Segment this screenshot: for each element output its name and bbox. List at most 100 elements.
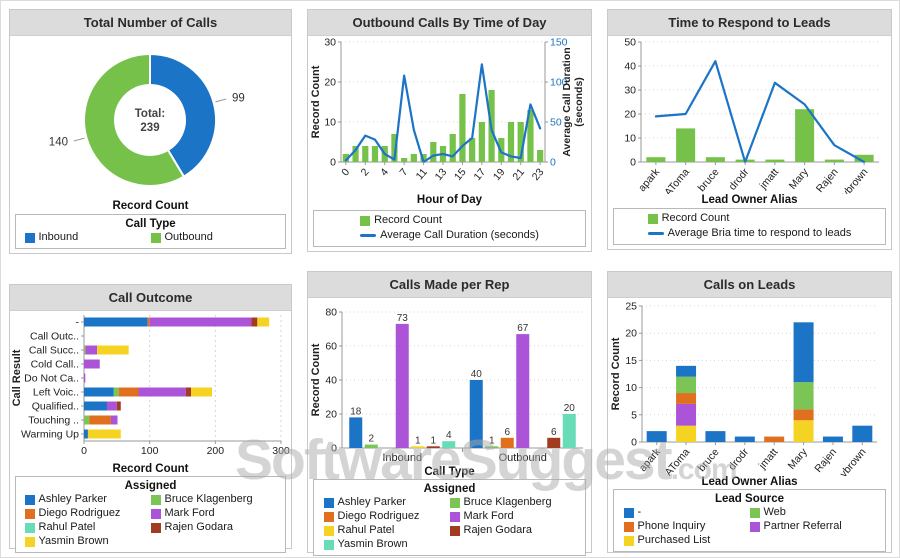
svg-text:ybrown: ybrown: [838, 446, 869, 476]
hbar-svg: - Call Outc.. Call Succ.. Cold Call.. Do Not…: [11, 315, 290, 457]
legend-box: Lead Source - Web Phone Inquiry Partner Ref…: [613, 489, 886, 552]
color-swatch: [24, 232, 35, 243]
chart-title: Time to Respond to Leads: [608, 10, 891, 36]
svg-text:30: 30: [624, 85, 636, 97]
legend-item: Web: [749, 506, 876, 519]
svg-text:0: 0: [330, 157, 336, 169]
bar: [517, 122, 524, 162]
legend-label: Outbound: [164, 231, 213, 243]
svg-text:Warming Up: Warming Up: [21, 429, 79, 441]
panel-call-outcome: Call Outcome - Call Outc.. Call Succ.. Cold…: [9, 284, 292, 553]
svg-text:15: 15: [452, 166, 469, 183]
svg-text:2: 2: [359, 166, 372, 178]
donut-chart[interactable]: 99 140 Total: 239: [10, 36, 291, 200]
bar-segment: [110, 415, 118, 425]
svg-text:AToma: AToma: [662, 166, 692, 194]
svg-text:40: 40: [624, 61, 636, 73]
svg-text:150: 150: [550, 37, 568, 49]
svg-text:0: 0: [331, 443, 337, 455]
bar-segment: [646, 431, 667, 442]
bar-segment: [676, 393, 697, 404]
bar-segment: [676, 365, 697, 377]
bar-segment: [138, 387, 186, 397]
svg-text:0: 0: [339, 166, 352, 178]
bar: [442, 441, 456, 448]
color-swatch: [323, 525, 334, 536]
svg-text:Rajen: Rajen: [812, 446, 839, 475]
bar: [469, 380, 483, 448]
legend-items: Inbound Outbound: [18, 231, 283, 244]
legend-label: Inbound: [38, 231, 79, 243]
color-swatch: [623, 507, 634, 518]
bar-segment: [676, 376, 697, 394]
legend-label: Bruce Klagenberg: [164, 493, 253, 505]
color-swatch: [647, 213, 658, 224]
stacked-hbar-chart[interactable]: - Call Outc.. Call Succ.. Cold Call.. Do Not…: [10, 311, 291, 463]
legend-label: Rahul Patel: [337, 524, 395, 536]
svg-text:50: 50: [550, 117, 562, 129]
color-swatch: [150, 508, 161, 519]
svg-text:19: 19: [491, 166, 508, 183]
svg-text:140: 140: [49, 137, 68, 149]
bar: [562, 414, 576, 448]
legend-item: Rajen Godara: [449, 524, 576, 537]
bar-segment: [676, 403, 697, 426]
legend-title: Call Type: [125, 218, 176, 230]
svg-text:Cold Call..: Cold Call..: [31, 359, 79, 371]
color-swatch: [24, 536, 35, 547]
panel-total-number-of-calls: Total Number of Calls 99 140 Total: 239 Rec…: [9, 9, 292, 254]
legend-item: Record Count: [360, 214, 442, 227]
bar: [349, 417, 363, 448]
legend-item: Rajen Godara: [150, 521, 277, 534]
stacked-bar-chart[interactable]: 0 5 10 15 20 25 apark AToma bruce drodr jmatt Mary R…: [608, 298, 891, 480]
svg-text:bruce: bruce: [696, 446, 722, 474]
svg-text:20: 20: [624, 109, 636, 121]
svg-text:13: 13: [433, 166, 450, 183]
bar-segment: [84, 373, 86, 383]
legend-item: Average Bria time to respond to leads: [647, 227, 851, 240]
svg-text:Touching ..: Touching ..: [28, 415, 79, 427]
chart-title: Call Outcome: [10, 285, 291, 311]
svg-text:15: 15: [625, 355, 637, 367]
legend-label: Yasmin Brown: [337, 538, 408, 550]
bar: [646, 157, 666, 162]
svg-text:99: 99: [232, 92, 245, 104]
bar: [362, 146, 369, 162]
legend-item: Rahul Patel: [323, 524, 450, 537]
x-axis-title: Record Count: [112, 463, 189, 475]
bar-line-svg: 0 10 20 30 40 50 apark AToma bruce drodr jmatt Mary…: [624, 37, 879, 200]
color-swatch: [323, 511, 334, 522]
color-swatch: [150, 522, 161, 533]
legend-box: Record Count Average Call Duration (secon…: [313, 210, 586, 247]
legend-box: Assigned Ashley Parker Bruce Klagenberg Di…: [15, 476, 286, 553]
color-swatch: [323, 539, 334, 550]
grouped-bar-chart[interactable]: 0 20 40 60 80 18 2 73 1 1 4 Inbound 40 1 6 67 6 20 Outboun…: [308, 298, 591, 466]
bar-segment: [734, 436, 755, 442]
bar: [824, 159, 844, 162]
legend-label: -: [637, 506, 642, 518]
color-swatch: [24, 522, 35, 533]
bar-segment: [793, 322, 814, 383]
bar: [342, 154, 349, 162]
x-axis-title: Lead Owner Alias: [701, 476, 798, 488]
bar-segment: [793, 420, 814, 442]
svg-text:60: 60: [325, 341, 337, 353]
legend-item: Phone Inquiry: [623, 520, 750, 533]
svg-text:5: 5: [631, 409, 637, 421]
x-axis-title: Call Type: [424, 466, 475, 478]
bar-line-chart[interactable]: 0 10 20 30 0 50 100 150 Average Call Duration (se…: [308, 36, 591, 194]
bar-line-chart[interactable]: 0 10 20 30 40 50 apark AToma bruce drodr jmatt Mary…: [608, 36, 891, 200]
line-swatch: [360, 234, 377, 237]
bar-segment: [84, 429, 88, 439]
color-swatch: [623, 535, 634, 546]
svg-text:20: 20: [324, 77, 336, 89]
bar-segment: [84, 345, 86, 355]
svg-text:11: 11: [414, 166, 430, 182]
svg-text:23: 23: [530, 166, 547, 183]
bar: [449, 134, 456, 162]
svg-text:6: 6: [504, 427, 510, 438]
panel-outbound-calls-by-time-of-day: Outbound Calls By Time of Day 0 10 20 30 0 50…: [307, 9, 592, 252]
svg-text:25: 25: [625, 301, 637, 313]
svg-text:Total:: Total:: [135, 108, 165, 120]
